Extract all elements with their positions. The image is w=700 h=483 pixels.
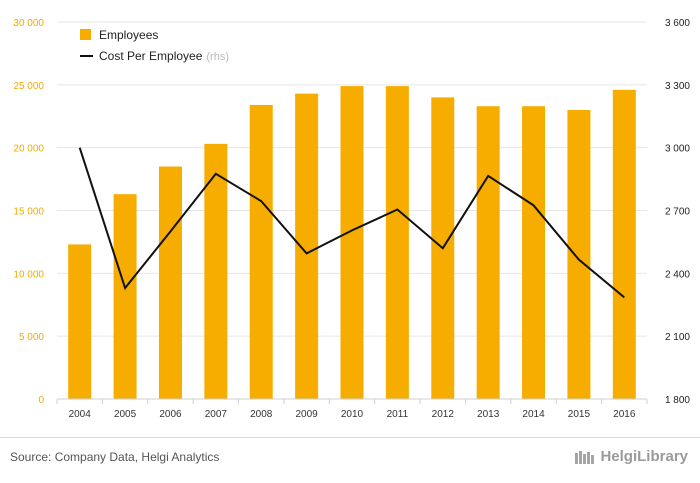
x-tick-label: 2011 [387, 409, 409, 420]
left-y-tick-label: 20 000 [13, 144, 44, 155]
left-y-tick-label: 0 [38, 395, 44, 406]
employees-bar [340, 86, 364, 399]
left-y-tick-label: 30 000 [13, 18, 44, 29]
right-y-tick-label: 1 800 [665, 395, 690, 406]
x-tick-label: 2005 [114, 409, 137, 420]
employees-bar [158, 166, 182, 399]
employees-bar [113, 194, 137, 399]
x-tick-label: 2013 [477, 409, 500, 420]
employees-bar [567, 109, 591, 399]
x-tick-label: 2014 [522, 409, 545, 420]
employees-bar [204, 143, 228, 399]
right-y-tick-label: 2 100 [665, 332, 690, 343]
employees-bar [68, 244, 92, 399]
left-y-tick-label: 5 000 [19, 332, 44, 343]
x-tick-label: 2004 [69, 409, 92, 420]
axes: 2004 2005 2006 2007 2008 2009 2010 2011 2012 2013… [13, 18, 690, 420]
svg-text:Cost Per Employee(rhs): Cost Per Employee (rhs) [99, 49, 229, 63]
employees-bar [522, 106, 546, 400]
right-y-tick-label: 3 300 [665, 81, 690, 92]
right-y-tick-label: 2 700 [665, 207, 690, 218]
footer-divider [0, 437, 700, 438]
helgi-library-logo[interactable]: HelgiLibrary [574, 448, 688, 465]
employees-bar [295, 93, 319, 399]
legend: Employees Cost Per Employee (rhs) [80, 28, 229, 63]
left-y-tick-label: 10 000 [13, 269, 44, 280]
employees-bar [385, 86, 409, 399]
cost-per-employee-line [78, 147, 625, 299]
legend-employees-swatch [80, 29, 91, 40]
right-y-tick-label: 2 400 [665, 269, 690, 280]
employees-bar [612, 89, 636, 400]
employees-bars [68, 86, 636, 400]
x-tick-label: 2012 [432, 409, 455, 420]
logo-text: HelgiLibrary [600, 448, 688, 465]
x-tick-label: 2010 [341, 409, 364, 420]
x-tick-label: 2009 [295, 409, 318, 420]
employees-bar [476, 106, 500, 400]
library-books-icon [575, 450, 595, 464]
x-tick-label: 2007 [205, 409, 228, 420]
left-y-tick-label: 25 000 [13, 81, 44, 92]
legend-employees-label: Employees [99, 28, 158, 42]
x-tick-label: 2015 [568, 409, 591, 420]
right-y-tick-label: 3 600 [665, 18, 690, 29]
cost-per-employee-line-group [78, 147, 625, 299]
left-y-tick-label: 15 000 [13, 207, 44, 218]
employees-bar [249, 104, 273, 399]
legend-cost-label: Cost Per Employee [99, 49, 203, 63]
x-tick-label: 2008 [250, 409, 273, 420]
x-tick-label: 2016 [613, 409, 636, 420]
source-note: Source: Company Data, Helgi Analytics [10, 450, 220, 464]
chart: 2004 2005 2006 2007 2008 2009 2010 2011 2012 2013… [13, 18, 690, 420]
right-y-tick-label: 3 000 [665, 144, 690, 155]
legend-rhs-suffix: (rhs) [206, 51, 229, 63]
x-tick-label: 2006 [159, 409, 182, 420]
